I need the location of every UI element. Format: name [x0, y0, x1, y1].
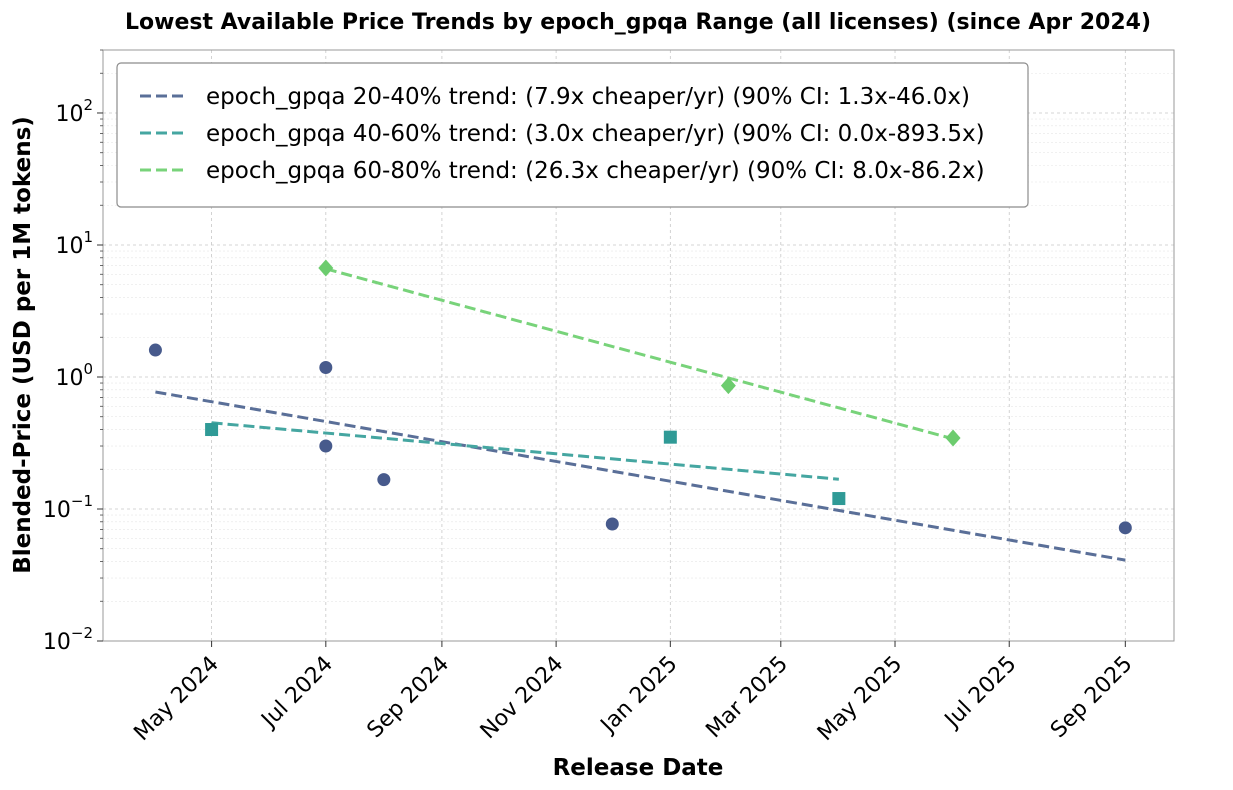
plot-frame [102, 49, 1175, 642]
data-point-circle [1118, 521, 1132, 535]
data-point-square [205, 423, 219, 437]
legend-label: epoch_gpqa 20-40% trend: (7.9x cheaper/y… [206, 84, 970, 110]
legend-label: epoch_gpqa 40-60% trend: (3.0x cheaper/y… [206, 121, 985, 147]
x-tick-label: Sep 2025 [1046, 652, 1138, 744]
data-point-circle [377, 473, 391, 487]
trend-line-square [211, 421, 839, 481]
data-point-circle [319, 439, 333, 453]
data-point-circle [319, 361, 333, 375]
chart-title: Lowest Available Price Trends by epoch_g… [125, 10, 1151, 35]
y-axis-label: Blended-Price (USD per 1M tokens) [10, 116, 36, 574]
data-point-square [832, 492, 846, 506]
data-point-diamond [720, 377, 736, 395]
trend-line-diamond [325, 267, 954, 441]
x-axis-label: Release Date [553, 755, 724, 781]
data-point-diamond [318, 259, 334, 277]
legend-label: epoch_gpqa 60-80% trend: (26.3x cheaper/… [206, 158, 985, 184]
trend-line-circle [155, 390, 1126, 562]
data-point-circle [605, 517, 619, 531]
trend-lines [155, 267, 1126, 562]
data-point-circle [148, 343, 162, 357]
y-tick-label: 102 [55, 96, 93, 127]
x-tick-label: May 2024 [129, 652, 223, 746]
x-tick-label: Sep 2024 [363, 652, 455, 744]
y-tick-label: 10−1 [43, 492, 93, 523]
y-tick-label: 10−2 [43, 624, 93, 655]
data-markers [148, 259, 1132, 535]
x-tick-label: Jan 2025 [595, 652, 683, 740]
y-tick-label: 101 [55, 228, 93, 259]
legend-items: epoch_gpqa 20-40% trend: (7.9x cheaper/y… [140, 84, 985, 184]
data-point-square [663, 430, 677, 444]
x-tick-label: Jul 2024 [256, 652, 338, 734]
x-tick-label: May 2025 [813, 652, 907, 746]
x-tick-label: Mar 2025 [701, 652, 793, 744]
x-tick-label: Jul 2025 [939, 652, 1021, 734]
x-axis: May 2024 Jul 2024 Sep 2024 Nov 2024 Jan 2025… [129, 641, 1138, 746]
x-tick-label: Nov 2024 [476, 652, 569, 745]
y-axis: 10−2 10−1 100 101 102 [43, 49, 103, 655]
data-point-diamond [945, 429, 961, 447]
legend-box [116, 62, 1029, 208]
y-tick-label: 100 [55, 360, 93, 391]
legend: epoch_gpqa 20-40% trend: (7.9x cheaper/y… [116, 62, 1029, 208]
